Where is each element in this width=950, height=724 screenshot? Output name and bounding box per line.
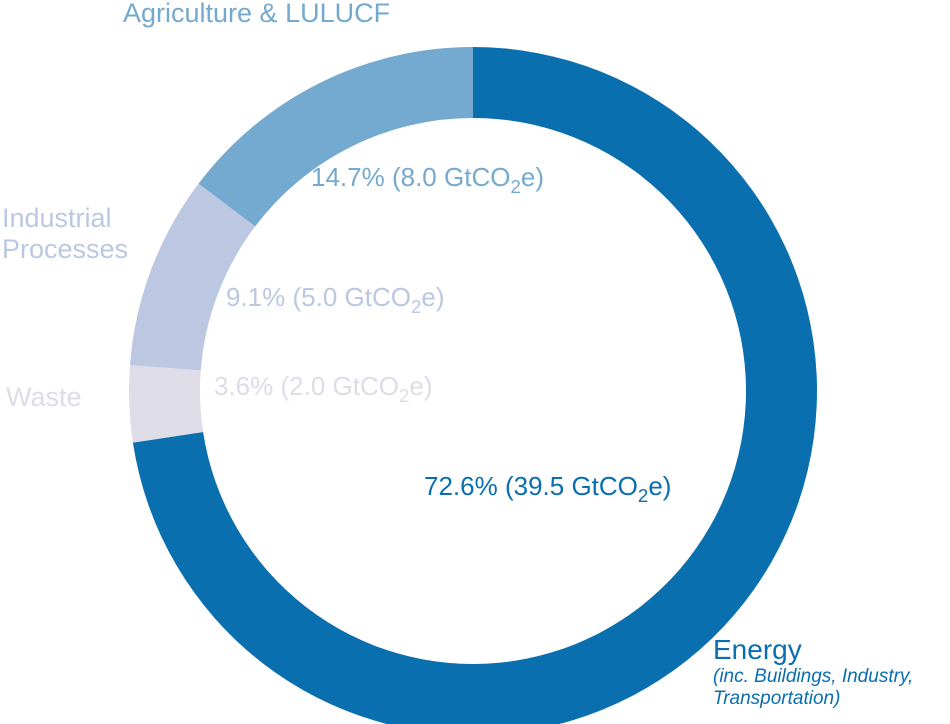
label-industrial-line1: Industrial xyxy=(2,203,112,233)
donut-slice-industrial xyxy=(129,183,256,371)
label-industrial-line2: Processes xyxy=(2,234,129,265)
label-industrial-category: Industrial Processes xyxy=(2,203,128,265)
value-label-agriculture: 14.7% (8.0 GtCO2e) xyxy=(311,162,544,197)
value-label-waste-amount: (2.0 GtCO2e) xyxy=(280,371,433,406)
donut-slice-agriculture xyxy=(198,47,473,227)
label-energy-note-line1: (inc. Buildings, Industry, xyxy=(713,666,914,688)
label-waste-category: Waste xyxy=(6,382,82,412)
label-energy-note-line2: Transportation) xyxy=(713,688,841,710)
value-label-agriculture-percent: 14.7% xyxy=(311,162,385,192)
label-energy-category: Energy (inc. Buildings, Industry, Transp… xyxy=(713,634,913,710)
value-label-agriculture-amount: (8.0 GtCO2e) xyxy=(391,162,544,197)
value-label-waste: 3.6% (2.0 GtCO2e) xyxy=(214,371,433,406)
label-agriculture-category: Agriculture & LULUCF xyxy=(123,0,391,28)
value-label-waste-percent: 3.6% xyxy=(214,371,274,401)
value-label-industrial-percent: 9.1% xyxy=(226,282,286,312)
value-label-energy-amount: (39.5 GtCO2e) xyxy=(504,471,672,506)
label-energy-name: Energy xyxy=(713,634,802,665)
value-label-industrial: 9.1% (5.0 GtCO2e) xyxy=(226,282,445,317)
donut-slice-waste xyxy=(129,365,204,443)
value-label-energy: 72.6% (39.5 GtCO2e) xyxy=(424,471,672,506)
value-label-energy-percent: 72.6% xyxy=(424,471,498,501)
value-label-industrial-amount: (5.0 GtCO2e) xyxy=(292,282,445,317)
